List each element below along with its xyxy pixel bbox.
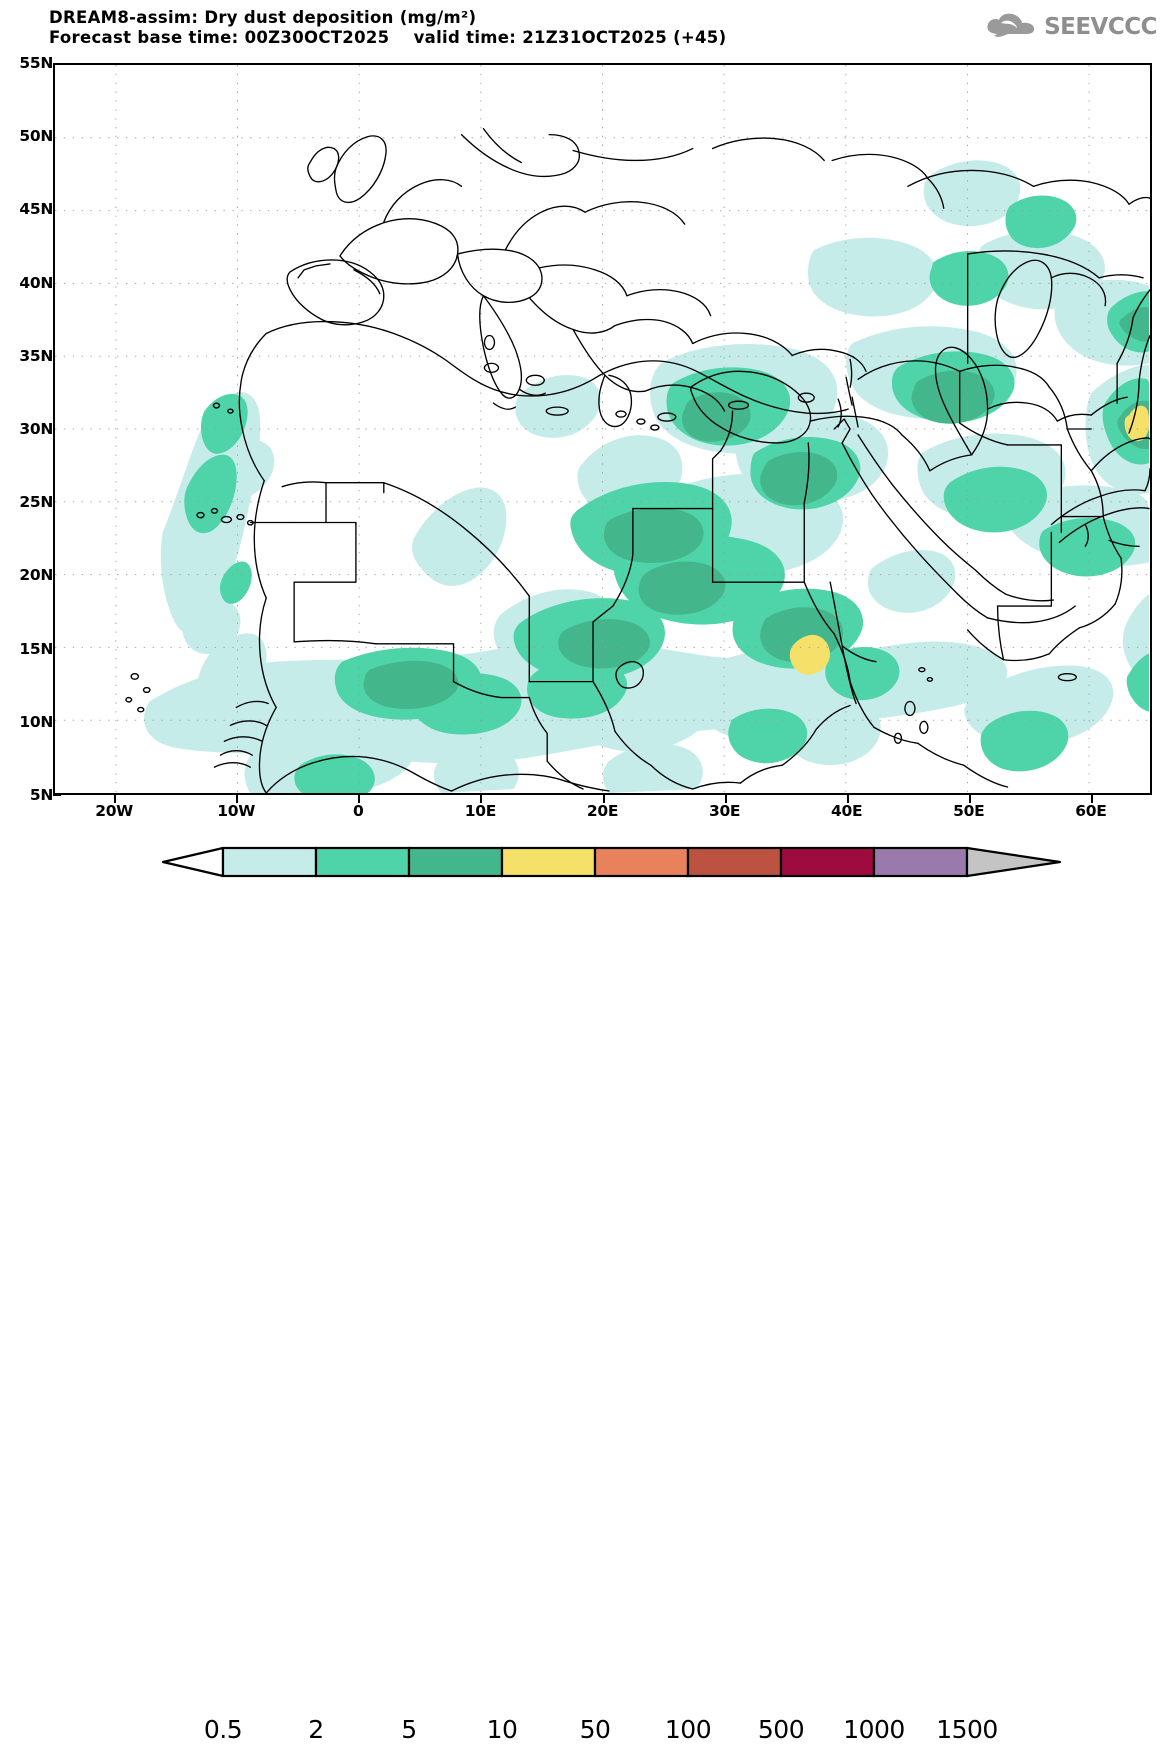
x-tick-label: 60E <box>1075 802 1107 820</box>
colorbar-tick-label: 100 <box>664 1715 712 1744</box>
valid-time-text: valid time: 21Z31OCT2025 (+45) <box>413 28 727 47</box>
colorbar: 0.5 2 5 10 50 100 500 1000 1500 <box>0 843 1165 1744</box>
y-tick-label: 50N <box>19 127 53 146</box>
figure-root: DREAM8-assim: Dry dust deposition (mg/m²… <box>0 8 1165 1744</box>
y-tick-label: 20N <box>19 566 53 585</box>
colorbar-band-50-100 <box>593 846 690 878</box>
colorbar-tick-label: 500 <box>757 1715 805 1744</box>
x-tick-label: 50E <box>953 802 985 820</box>
x-tick-label: 0 <box>353 802 364 820</box>
y-tick-label: 15N <box>19 639 53 658</box>
colorbar-svg <box>161 846 1062 878</box>
base-time-text: Forecast base time: 00Z30OCT2025 <box>49 28 390 47</box>
map-canvas <box>55 65 1150 793</box>
y-tick-label: 25N <box>19 493 53 512</box>
colorbar-tick-label: 1000 <box>843 1715 905 1744</box>
y-axis: 55N 50N 45N 40N 35N 30N 25N 20N 15N 10N … <box>0 54 53 804</box>
colorbar-tick-label: 50 <box>579 1715 611 1744</box>
colorbar-extend-high <box>965 846 1062 878</box>
y-tick-label: 55N <box>19 54 53 72</box>
colorbar-band-10-50 <box>500 846 597 878</box>
figure-title-block: DREAM8-assim: Dry dust deposition (mg/m²… <box>49 8 949 48</box>
colorbar-tick-label: 1500 <box>936 1715 998 1744</box>
map-svg <box>55 65 1150 793</box>
colorbar-tick-label: 2 <box>308 1715 324 1744</box>
logo-text: SEEVCCC <box>1044 14 1157 40</box>
cloud-icon <box>984 10 1038 44</box>
y-tick-label: 30N <box>19 420 53 438</box>
y-tick-label: 10N <box>19 712 53 731</box>
colorbar-band-5-10 <box>407 846 504 878</box>
colorbar-band-0.5-2 <box>221 846 318 878</box>
x-tick-label: 10E <box>464 802 497 820</box>
y-tick-label: 5N <box>29 786 53 804</box>
colorbar-tick-label: 5 <box>401 1715 417 1744</box>
x-tick-label: 10W <box>217 802 256 820</box>
x-tick-label: 20E <box>586 802 619 820</box>
title-line-secondary: Forecast base time: 00Z30OCT2025 valid t… <box>49 28 949 48</box>
coastlines-and-borders <box>125 127 1150 793</box>
x-tick-label: 20W <box>95 802 133 820</box>
colorbar-extend-low <box>161 846 225 878</box>
title-line-primary: DREAM8-assim: Dry dust deposition (mg/m²… <box>49 8 477 27</box>
colorbar-band-2-5 <box>314 846 411 878</box>
map-plot-area <box>53 63 1152 795</box>
colorbar-band-1000-1500 <box>872 846 969 878</box>
x-tick-label: 40E <box>831 802 863 820</box>
colorbar-band-100-500 <box>686 846 783 878</box>
colorbar-tick-label: 0.5 <box>203 1715 243 1744</box>
y-tick-label: 40N <box>19 273 53 292</box>
y-tick-label: 45N <box>19 200 53 219</box>
y-tick-label: 35N <box>19 346 53 365</box>
deposition-contours <box>143 160 1150 793</box>
seevccc-logo: SEEVCCC <box>984 10 1157 44</box>
x-tick-label: 30E <box>708 802 741 820</box>
colorbar-tick-label: 10 <box>486 1715 518 1744</box>
colorbar-band-500-1000 <box>779 846 876 878</box>
